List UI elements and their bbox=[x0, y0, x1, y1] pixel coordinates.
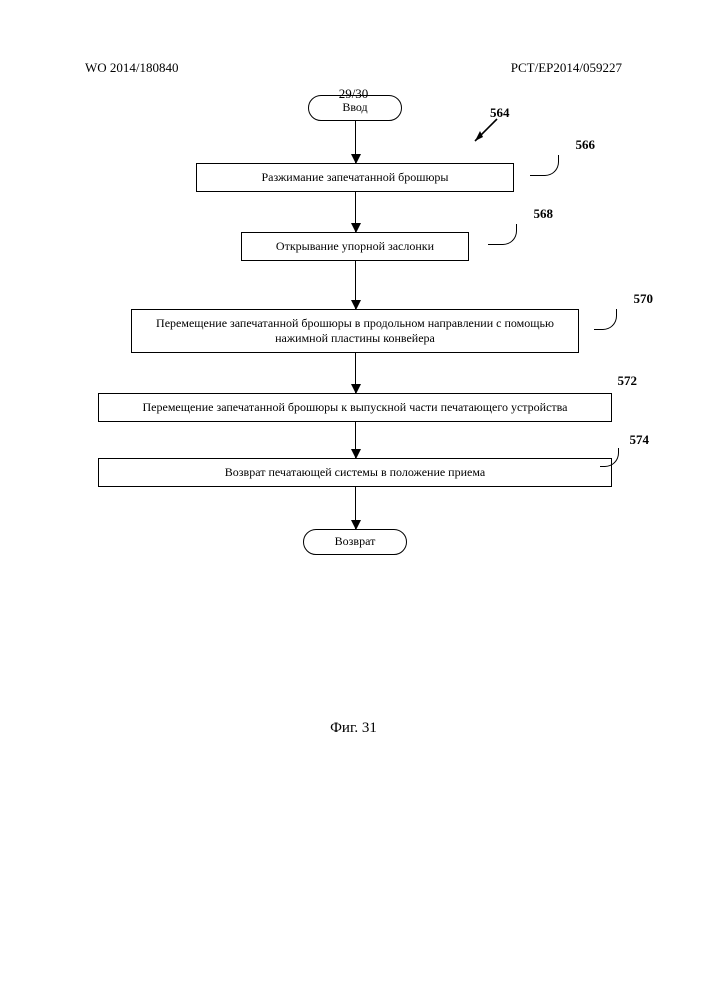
flow-arrow bbox=[355, 353, 356, 393]
page: WO 2014/180840 PCT/EP2014/059227 29/30 5… bbox=[0, 0, 707, 1000]
flow-arrow bbox=[355, 121, 356, 163]
process-step-574: Возврат печатающей системы в положение п… bbox=[98, 458, 612, 487]
ref-number-570: 570 bbox=[634, 291, 654, 307]
ref-leader-icon bbox=[488, 224, 517, 245]
ref-number-572: 572 bbox=[618, 373, 638, 389]
terminator-exit-label: Возврат bbox=[335, 534, 376, 548]
flow-step-wrap: Перемещение запечатанной брошюры в продо… bbox=[95, 309, 615, 353]
process-step-572: Перемещение запечатанной брошюры к выпус… bbox=[98, 393, 612, 422]
flow-step-wrap: Перемещение запечатанной брошюры к выпус… bbox=[95, 393, 615, 422]
terminator-entry: Ввод bbox=[308, 95, 402, 121]
process-step-text: Перемещение запечатанной брошюры к выпус… bbox=[143, 400, 568, 414]
ref-leader-icon bbox=[600, 448, 619, 467]
figure-caption: Фиг. 31 bbox=[0, 720, 707, 737]
flow-arrow bbox=[355, 261, 356, 309]
process-step-text: Перемещение запечатанной брошюры в продо… bbox=[156, 316, 554, 345]
flowchart: Ввод Разжимание запечатанной брошюры 566… bbox=[95, 95, 615, 555]
process-step-570: Перемещение запечатанной брошюры в продо… bbox=[131, 309, 579, 353]
flow-step-wrap: Возврат печатающей системы в положение п… bbox=[95, 458, 615, 487]
ref-number-568: 568 bbox=[534, 206, 554, 222]
ref-number-566: 566 bbox=[576, 137, 596, 153]
process-step-566: Разжимание запечатанной брошюры bbox=[196, 163, 514, 192]
process-step-text: Возврат печатающей системы в положение п… bbox=[225, 465, 485, 479]
header-right: PCT/EP2014/059227 bbox=[511, 60, 622, 76]
header-left: WO 2014/180840 bbox=[85, 60, 179, 76]
process-step-text: Разжимание запечатанной брошюры bbox=[261, 170, 448, 184]
ref-number-574: 574 bbox=[630, 432, 650, 448]
terminator-entry-label: Ввод bbox=[342, 100, 367, 114]
ref-leader-icon bbox=[530, 155, 559, 176]
flow-arrow bbox=[355, 487, 356, 529]
arrowhead-icon bbox=[351, 520, 361, 530]
terminator-exit: Возврат bbox=[303, 529, 407, 555]
ref-leader-icon bbox=[594, 309, 617, 330]
flow-step-wrap: Разжимание запечатанной брошюры 566 bbox=[95, 163, 615, 192]
process-step-text: Открывание упорной заслонки bbox=[276, 239, 434, 253]
flow-arrow bbox=[355, 192, 356, 232]
flow-step-wrap: Открывание упорной заслонки 568 bbox=[95, 232, 615, 261]
process-step-568: Открывание упорной заслонки bbox=[241, 232, 469, 261]
flow-arrow bbox=[355, 422, 356, 458]
